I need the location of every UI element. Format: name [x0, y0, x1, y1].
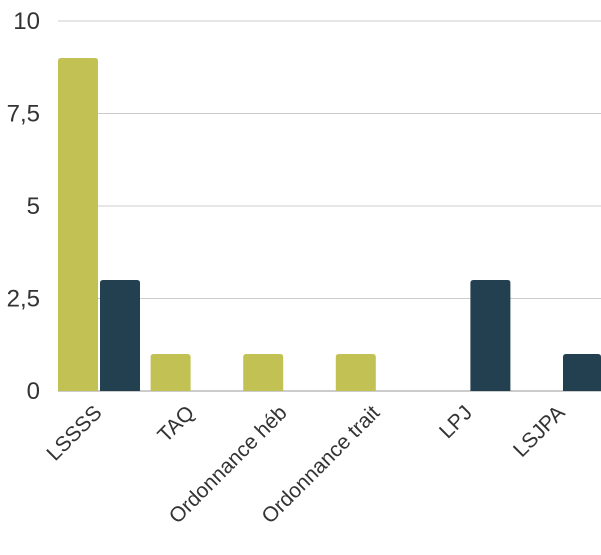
- bar-lpj-series-2: [470, 280, 511, 391]
- x-category-label: LSJPA: [509, 401, 570, 462]
- bar-lsjpa-series-2: [563, 354, 601, 391]
- bar-taq-series-1: [150, 354, 191, 391]
- bar-lssss-series-1: [58, 58, 98, 391]
- y-axis-ticks: 0 2,5 5 7,5 10: [7, 8, 40, 405]
- x-category-label: LPJ: [435, 401, 477, 443]
- y-tick-label: 10: [13, 8, 40, 35]
- y-tick-label: 2,5: [7, 286, 40, 313]
- y-tick-label: 0: [27, 378, 40, 405]
- bar-ordonnance-h-b-series-1: [243, 354, 284, 391]
- bar-lssss-series-2: [100, 280, 140, 391]
- x-category-label: LSSSS: [42, 401, 106, 465]
- bar-ordonnance-trait-series-1: [335, 354, 376, 391]
- bars: [58, 58, 601, 391]
- y-tick-label: 7,5: [7, 101, 40, 128]
- x-category-label: TAQ: [153, 401, 199, 447]
- gridlines: [58, 20, 601, 392]
- y-tick-label: 5: [27, 193, 40, 220]
